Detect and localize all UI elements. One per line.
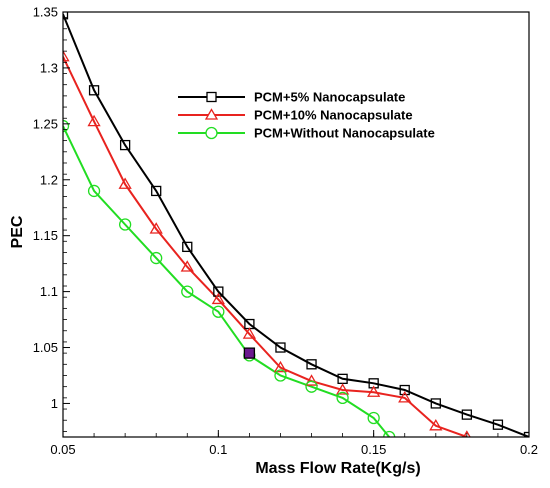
series-1-point-10 bbox=[367, 385, 381, 397]
axis-ticks: 0.05 0.1 0.15 0.2 1 1.05 1.1 1.15 1.2 1.25 1.3 1.35 bbox=[33, 5, 538, 458]
plot-frame bbox=[62, 11, 530, 438]
series-line-2 bbox=[63, 125, 390, 437]
series-lines bbox=[63, 13, 529, 437]
x-tick-label-3: 0.2 bbox=[520, 442, 538, 457]
series-1-point-13 bbox=[462, 430, 471, 437]
series-0-point-12 bbox=[430, 398, 441, 409]
series-1-point-12 bbox=[429, 419, 443, 431]
series-0-point-11 bbox=[399, 384, 410, 396]
x-tick-label-0: 0.05 bbox=[50, 442, 75, 457]
legend-marker-2 bbox=[205, 126, 218, 140]
series-0-point-13 bbox=[461, 409, 473, 420]
y-tick-label-2: 1.1 bbox=[40, 284, 58, 299]
series-1-point-4 bbox=[180, 260, 194, 272]
y-tick-label-0: 1 bbox=[51, 396, 58, 411]
y-tick-label-7: 1.35 bbox=[33, 5, 58, 20]
x-tick-label-1: 0.1 bbox=[209, 442, 227, 457]
legend-label-2: PCM+Without Nanocapsulate bbox=[254, 126, 435, 141]
series-2-point-11 bbox=[383, 430, 396, 437]
x-axis-title: Mass Flow Rate(Kg/s) bbox=[255, 460, 420, 477]
series-1-point-3 bbox=[149, 222, 163, 234]
series-1-point-5 bbox=[211, 292, 225, 305]
y-tick-label-1: 1.05 bbox=[33, 340, 58, 355]
series-2-point-0 bbox=[63, 119, 70, 133]
series-2-point-9 bbox=[336, 391, 349, 405]
series-2-point-2 bbox=[118, 218, 132, 231]
series-2-point-3 bbox=[150, 251, 163, 265]
series-0-point-2 bbox=[119, 139, 131, 151]
series-1-point-8 bbox=[304, 374, 319, 386]
series-1-point-0 bbox=[63, 49, 70, 62]
legend-marker-1 bbox=[204, 108, 219, 120]
series-0-point-4 bbox=[182, 241, 193, 253]
legend-label-0: PCM+5% Nanocapsulate bbox=[254, 90, 405, 105]
series-2-point-5 bbox=[212, 305, 225, 318]
legend-label-1: PCM+10% Nanocapsulate bbox=[254, 108, 413, 123]
series-1-point-7 bbox=[273, 360, 288, 373]
x-tick-label-2: 0.15 bbox=[361, 442, 386, 457]
series-2-point-8 bbox=[305, 380, 318, 393]
series-1-point-6 bbox=[242, 327, 257, 339]
series-1-point-2 bbox=[118, 177, 132, 189]
legend-marker-0 bbox=[206, 91, 217, 103]
highlight-marker bbox=[243, 347, 256, 359]
series-2-point-4 bbox=[181, 285, 194, 298]
y-tick-label-4: 1.2 bbox=[40, 172, 58, 187]
series-2-point-7 bbox=[274, 369, 287, 382]
y-tick-label-6: 1.3 bbox=[40, 60, 58, 75]
series-1-point-11 bbox=[398, 391, 412, 403]
series-0-point-7 bbox=[275, 342, 286, 353]
series-0-point-0 bbox=[63, 12, 69, 20]
series-line-1 bbox=[63, 56, 468, 437]
legend: PCM+5% Nanocapsulate PCM+10% Nanocapsulat… bbox=[178, 90, 435, 141]
series-0-point-14 bbox=[492, 419, 504, 430]
series-markers bbox=[63, 12, 529, 437]
y-tick-label-3: 1.15 bbox=[33, 228, 58, 243]
y-tick-label-5: 1.25 bbox=[33, 116, 58, 131]
series-line-0 bbox=[63, 13, 529, 437]
y-axis-title: PEC bbox=[9, 215, 26, 248]
series-0-point-5 bbox=[213, 286, 224, 297]
series-1-point-9 bbox=[335, 383, 350, 395]
series-0-point-1 bbox=[88, 85, 100, 96]
series-2-point-10 bbox=[367, 411, 380, 425]
series-0-point-3 bbox=[151, 185, 162, 197]
series-2-point-1 bbox=[87, 184, 101, 198]
series-0-point-8 bbox=[306, 359, 317, 370]
series-1-point-1 bbox=[87, 114, 101, 127]
